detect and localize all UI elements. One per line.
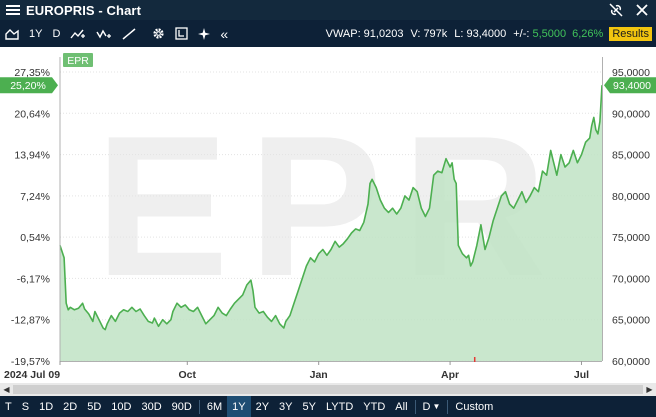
left-axis-tick-label: 13,94%: [14, 150, 50, 162]
period-separator: [447, 399, 449, 414]
series-badge-bg: [63, 53, 93, 67]
interval-select[interactable]: D: [52, 27, 61, 40]
left-axis-tick-label: -6,17%: [17, 273, 50, 285]
scroll-right-arrow-icon[interactable]: ▶: [646, 385, 653, 394]
series-badge-label: EPR: [67, 55, 89, 67]
indicator-add-icon[interactable]: [91, 20, 117, 47]
period-button-lytd[interactable]: LYTD: [325, 400, 354, 413]
period-button-ytd[interactable]: YTD: [363, 400, 386, 413]
left-axis-tick-label: 20,64%: [14, 108, 50, 120]
vwap-label: VWAP:: [325, 27, 361, 40]
change-percent: 6,26%: [572, 27, 604, 40]
title-bar: EUROPRIS - Chart: [0, 0, 656, 20]
current-percent-flag: [0, 77, 58, 94]
draw-line-icon[interactable]: [117, 20, 141, 47]
period-button-1y[interactable]: 1Y: [227, 396, 251, 417]
chart-area[interactable]: EPR 27,35% 20,64% 13,94% 7,24% 0,54% -6,17% -12…: [0, 47, 656, 383]
x-axis-label: Jan: [310, 369, 328, 381]
change-label: +/-:: [513, 27, 530, 40]
left-axis-tick-label: -12,87%: [11, 315, 50, 327]
period-button-3y[interactable]: 3Y: [279, 400, 293, 413]
time-scrollbar[interactable]: ◀ ▶: [0, 383, 656, 396]
close-icon[interactable]: [634, 2, 650, 18]
highlight-sparkle-icon[interactable]: [193, 20, 215, 47]
scrollbar-thumb[interactable]: [13, 385, 643, 394]
last-value: 93,4000: [466, 27, 507, 40]
x-axis-label: Jul: [574, 369, 589, 381]
settings-gear-icon[interactable]: [147, 20, 170, 47]
period-separator: [198, 399, 200, 414]
period-button-5d[interactable]: 5D: [87, 400, 102, 413]
collapse-double-chevron-icon[interactable]: «: [220, 25, 229, 42]
scroll-left-arrow-icon[interactable]: ◀: [3, 385, 10, 394]
price-chart-svg[interactable]: EPR 27,35% 20,64% 13,94% 7,24% 0,54% -6,17% -12…: [0, 47, 656, 383]
price-line: [59, 85, 603, 331]
period-button-2y[interactable]: 2Y: [255, 400, 270, 413]
vwap-value: 91,0203: [363, 27, 404, 40]
right-axis-tick-label: 85,0000: [612, 150, 650, 162]
period-button-2d[interactable]: 2D: [63, 400, 78, 413]
change-value: 5,5000: [532, 27, 567, 40]
quote-stats: VWAP: 91,0203 V: 797k L: 93,4000 +/-: 5,…: [326, 20, 652, 47]
right-axis-tick-label: 65,0000: [612, 315, 650, 327]
period-button-90d[interactable]: 90D: [171, 400, 192, 413]
right-axis-tick-label: 75,0000: [612, 232, 650, 244]
period-separator: [414, 399, 416, 414]
left-axis-tick-label: -19,57%: [11, 356, 50, 368]
interval-dropdown[interactable]: D ▼: [418, 396, 446, 417]
current-percent-label: 25,20%: [10, 80, 46, 92]
current-price-label: 93,4000: [613, 80, 651, 92]
right-axis-tick-label: 90,0000: [612, 108, 650, 120]
caret-down-icon: ▼: [432, 402, 441, 411]
period-button-s[interactable]: S: [21, 400, 30, 413]
link-off-icon[interactable]: [608, 2, 624, 18]
left-axis-tick-label: 7,24%: [20, 191, 50, 203]
period-button-30d[interactable]: 30D: [141, 400, 162, 413]
right-axis-tick-label: 80,0000: [612, 191, 650, 203]
period-bar: T S 1D 2D 5D 10D 30D 90D 6M 1Y 2Y 3Y 5Y LYTD YTD All D ▼ C…: [0, 396, 656, 417]
volume-label: V:: [410, 27, 421, 40]
left-axis-tick-label: 0,54%: [20, 232, 50, 244]
current-price-flag: [604, 77, 656, 94]
custom-period-button[interactable]: Custom: [455, 400, 494, 413]
last-label: L:: [454, 27, 464, 40]
left-axis-tick-label: 27,35%: [14, 67, 50, 79]
period-button-1d[interactable]: 1D: [39, 400, 54, 413]
chart-type-area-icon[interactable]: [0, 20, 24, 47]
period-button-all[interactable]: All: [395, 400, 408, 413]
x-axis-label: Apr: [441, 369, 459, 381]
period-button-6m[interactable]: 6M: [206, 400, 223, 413]
chart-toolbar: 1Y D « VWAP: 91,0203 V: 797k L: 93,4000 …: [0, 20, 656, 47]
x-axis-label: Oct: [179, 369, 197, 381]
x-axis-label: 2024 Jul 09: [4, 369, 60, 381]
right-axis-tick-label: 60,0000: [612, 356, 650, 368]
price-area: [60, 85, 602, 361]
right-axis-tick-label: 95,0000: [612, 67, 650, 79]
period-button-10d[interactable]: 10D: [111, 400, 132, 413]
results-button[interactable]: Results: [609, 26, 652, 41]
compare-add-icon[interactable]: [65, 20, 91, 47]
interval-dropdown-label: D: [422, 400, 431, 413]
right-axis-tick-label: 70,0000: [612, 273, 650, 285]
layout-template-icon[interactable]: [170, 20, 193, 47]
period-button-5y[interactable]: 5Y: [302, 400, 316, 413]
period-select[interactable]: 1Y: [29, 27, 43, 40]
volume-value: 797k: [423, 27, 448, 40]
window-title: EUROPRIS - Chart: [26, 2, 142, 18]
period-button-t[interactable]: T: [5, 400, 12, 413]
hamburger-menu-icon[interactable]: [0, 4, 26, 16]
